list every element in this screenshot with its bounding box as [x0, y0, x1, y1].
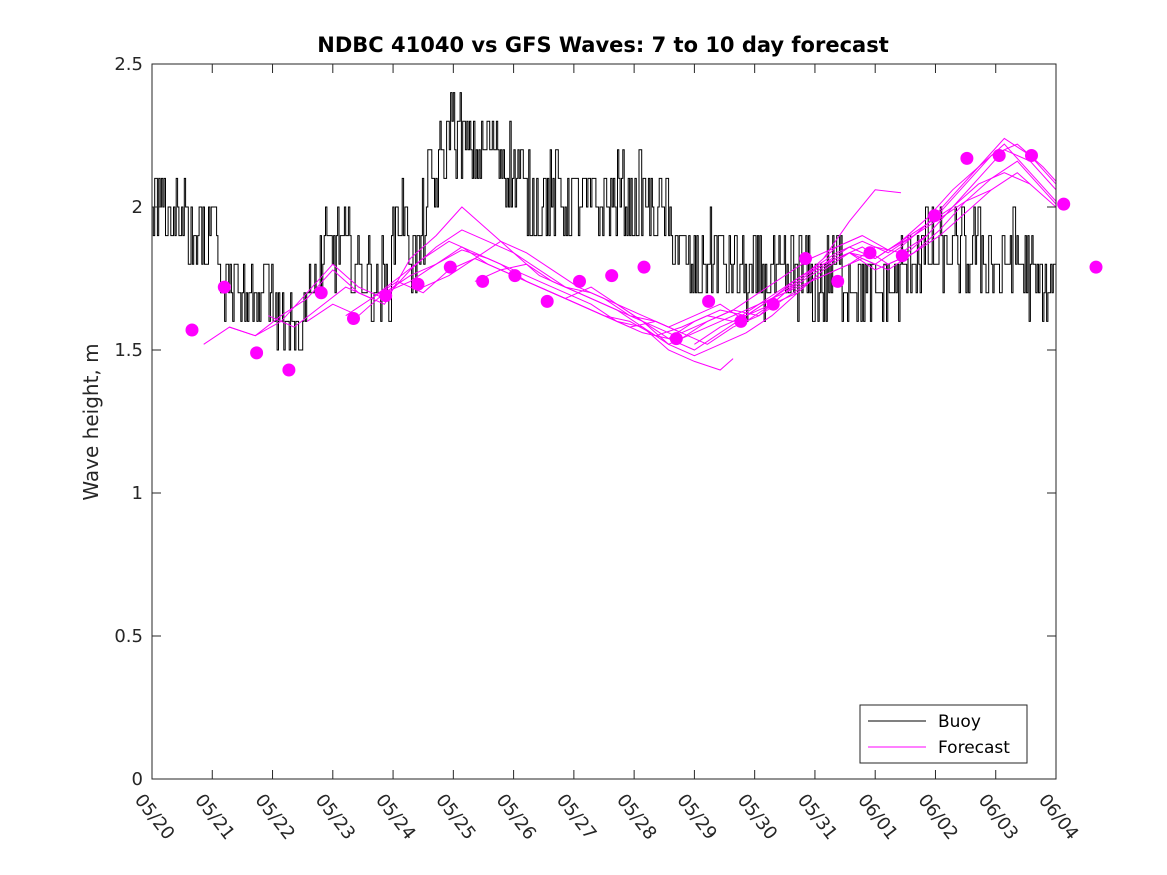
chart-title: NDBC 41040 vs GFS Waves: 7 to 10 day for… [317, 33, 888, 57]
legend-label: Buoy [938, 712, 981, 732]
forecast-point [1025, 149, 1038, 162]
legend: Buoy Forecast [859, 704, 1028, 764]
forecast-point [314, 286, 328, 300]
forecast-point [217, 280, 231, 294]
forecast-point [766, 297, 780, 311]
forecast-point [476, 274, 490, 288]
forecast-point [411, 277, 425, 291]
forecast-point [992, 149, 1006, 162]
forecast-point [605, 269, 619, 283]
forecast-point [831, 274, 845, 288]
y-tick-label: 2 [132, 197, 143, 218]
forecast-point [895, 249, 909, 263]
buoy-series-line [152, 92, 1056, 351]
forecast-series-line [810, 143, 1056, 271]
forecast-point [702, 294, 716, 308]
y-tick-label: 0.5 [114, 626, 143, 647]
forecast-point [508, 269, 522, 283]
forecast-point [540, 294, 554, 308]
y-tick-label: 1 [132, 483, 143, 504]
forecast-point [282, 363, 296, 377]
forecast-point [1089, 260, 1103, 274]
forecast-point [799, 252, 812, 265]
forecast-point [573, 274, 586, 288]
y-axis-label: Wave height, m [79, 343, 103, 500]
forecast-series-line [474, 160, 1056, 334]
forecast-series-line [229, 229, 799, 357]
forecast-point [960, 151, 974, 165]
axes-frame [151, 63, 1057, 780]
axes-background [152, 64, 1056, 779]
legend-box [859, 704, 1028, 764]
forecast-point [185, 323, 199, 337]
forecast-point [250, 346, 264, 360]
forecast-point [637, 260, 651, 274]
y-tick-label: 0 [132, 769, 143, 790]
forecast-point [443, 260, 457, 274]
forecast-series-line [823, 189, 902, 259]
forecast-point [928, 209, 942, 223]
forecast-point [669, 332, 683, 346]
y-tick-label: 2.5 [114, 54, 143, 75]
forecast-point [734, 314, 748, 328]
legend-label: Forecast [938, 738, 1010, 758]
forecast-point [347, 312, 360, 325]
forecast-series-line [539, 149, 1056, 345]
y-tick-label: 1.5 [114, 340, 143, 361]
forecast-point [863, 246, 877, 260]
forecast-series-line [616, 143, 1056, 351]
forecast-point [379, 289, 393, 303]
forecast-point [1057, 197, 1071, 211]
plot-area: 00.511.522.505/20 05/21 05/22 05/23 05/24 05/… [114, 54, 1103, 844]
